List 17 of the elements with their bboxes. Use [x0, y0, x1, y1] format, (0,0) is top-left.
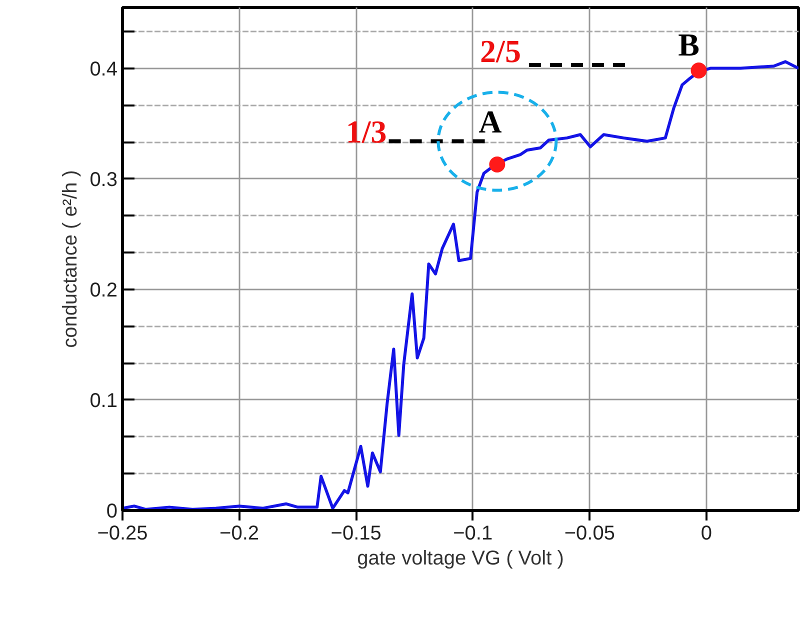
- x-tick-label: −0.15: [330, 522, 382, 544]
- annotation: 2/5: [480, 32, 521, 69]
- x-tick-label: 0: [700, 522, 712, 544]
- x-axis-title: gate voltage VG ( Volt ): [357, 548, 564, 570]
- y-tick-label: 0.2: [90, 279, 118, 302]
- x-tick-label: −0.25: [97, 522, 148, 544]
- annotation: B: [678, 26, 700, 63]
- annotation: 1/3: [346, 113, 387, 150]
- y-tick-label: 0: [106, 500, 118, 522]
- x-tick-label: −0.2: [220, 522, 260, 544]
- annotation: A: [478, 103, 502, 140]
- y-tick-label: 0.3: [90, 168, 118, 191]
- y-axis-title: conductance ( e²/h ): [60, 170, 82, 348]
- y-tick-label: 0.4: [90, 58, 118, 80]
- y-tick-label: 0.1: [90, 390, 118, 412]
- x-tick-label: −0.1: [453, 522, 493, 544]
- x-tick-label: −0.05: [564, 522, 615, 544]
